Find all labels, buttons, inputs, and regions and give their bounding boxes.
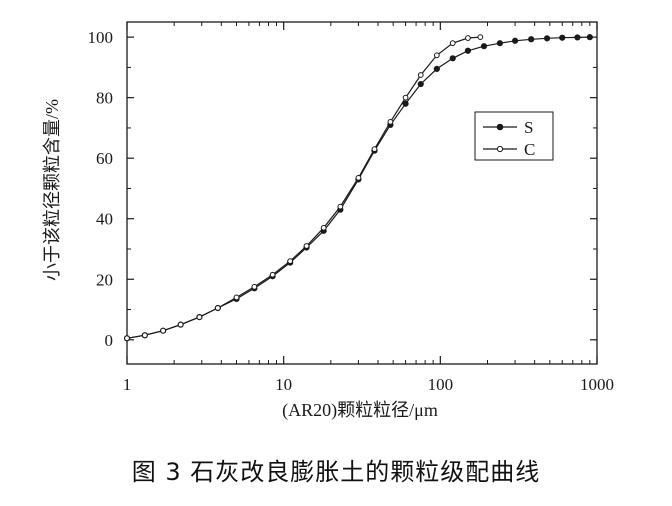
data-point-C [387,118,394,125]
data-point-S [496,40,503,47]
data-point-C [320,224,327,231]
axis-labels: 0 20 40 60 80 100 1 10 100 1000 [88,28,615,394]
series-C [124,34,484,342]
data-point-C [417,72,424,78]
data-point-C [449,40,456,47]
legend-label-S: S [524,118,533,137]
data-point-S [464,47,472,54]
legend-marker-S [496,123,504,131]
data-point-C [124,335,130,342]
legend: SC [474,111,554,161]
legend-label-C: C [524,140,535,159]
data-point-C [465,35,471,41]
data-point-S [449,55,456,62]
y-tick-label: 0 [105,331,114,350]
data-point-C [160,327,167,334]
data-point-S [480,43,488,50]
data-point-C [214,305,221,311]
x-tick-label: 10 [275,375,292,394]
data-point-C [196,314,203,320]
data-point-C [371,146,378,153]
y-tick-label: 20 [96,270,113,289]
data-point-S [574,34,581,41]
data-point-S [528,36,535,43]
axis-ticks [126,22,598,364]
data-point-C [177,321,184,328]
y-axis-title: 小于该粒径颗粒含量/% [42,99,62,281]
plot-area [123,21,598,365]
legend-marker-C [496,145,504,153]
data-point-C [337,203,344,210]
y-tick-label: 60 [96,149,113,168]
data-point-C [433,52,440,59]
data-point-S [433,65,440,73]
data-point-S [586,34,593,41]
x-tick-label: 1 [123,375,132,394]
y-tick-label: 80 [96,89,113,108]
x-tick-label: 100 [428,375,454,394]
data-point-C [287,258,294,264]
data-point-C [141,332,148,339]
series-S [123,34,593,342]
data-point-S [417,80,424,88]
series-line-C [126,36,481,339]
data-point-S [559,34,566,41]
data-point-C [355,174,362,181]
legend-box [474,111,554,161]
series-layer [123,34,593,342]
data-point-S [402,100,409,107]
data-point-C [233,294,240,301]
data-point-C [477,34,484,41]
x-axis-title: (AR20)颗粒粒径/μm [282,400,438,421]
data-point-C [251,283,258,290]
data-point-S [511,37,519,44]
y-tick-label: 100 [88,28,114,47]
plot-frame [126,21,598,365]
data-point-C [402,94,409,101]
data-point-C [269,271,276,278]
series-line-S [126,36,590,339]
y-tick-label: 40 [96,210,113,229]
x-tick-label: 1000 [580,375,614,394]
data-point-S [543,35,551,42]
figure-caption: 图 3 石灰改良膨胀土的颗粒级配曲线 [131,458,541,486]
data-point-C [303,243,310,249]
